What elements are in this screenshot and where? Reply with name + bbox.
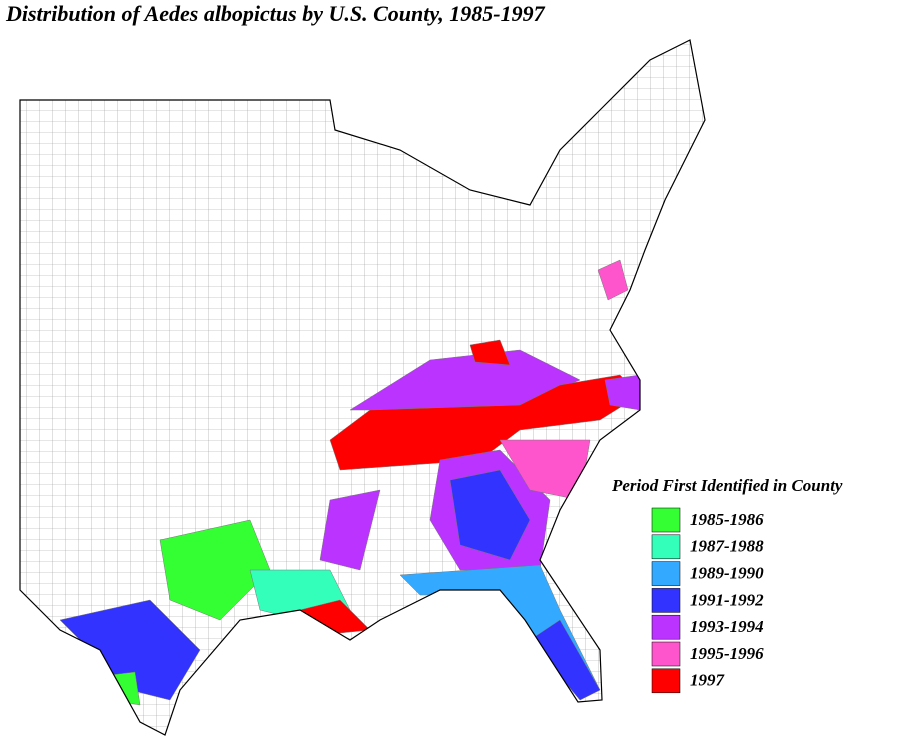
legend-swatch	[651, 641, 681, 667]
legend-swatch	[651, 588, 681, 613]
legend-label: 1993-1994	[690, 617, 764, 636]
legend-label: 1985-1986	[690, 510, 764, 529]
legend-swatch	[651, 668, 681, 694]
region	[604, 374, 641, 411]
legend-swatch	[651, 561, 681, 586]
legend-swatch	[651, 534, 681, 560]
occurrence-regions	[59, 259, 641, 706]
map-title: Distribution of Aedes albopictus by U.S.…	[5, 1, 546, 26]
legend-label: 1987-1988	[690, 537, 764, 556]
legend: 1985-1986 1987-1988 1989-1990 1991-1992 1993…	[651, 507, 764, 694]
legend-label: 1991-1992	[690, 590, 764, 609]
region	[597, 259, 629, 301]
legend-label: 1997	[690, 671, 726, 690]
legend-label: 1995-1996	[690, 644, 764, 663]
legend-swatch	[651, 614, 681, 640]
region	[159, 519, 271, 621]
region	[469, 339, 511, 366]
legend-title: Period First Identified in County	[611, 476, 843, 495]
region	[449, 469, 531, 561]
region	[319, 489, 381, 571]
legend-swatch	[651, 507, 681, 533]
legend-label: 1989-1990	[690, 564, 764, 583]
